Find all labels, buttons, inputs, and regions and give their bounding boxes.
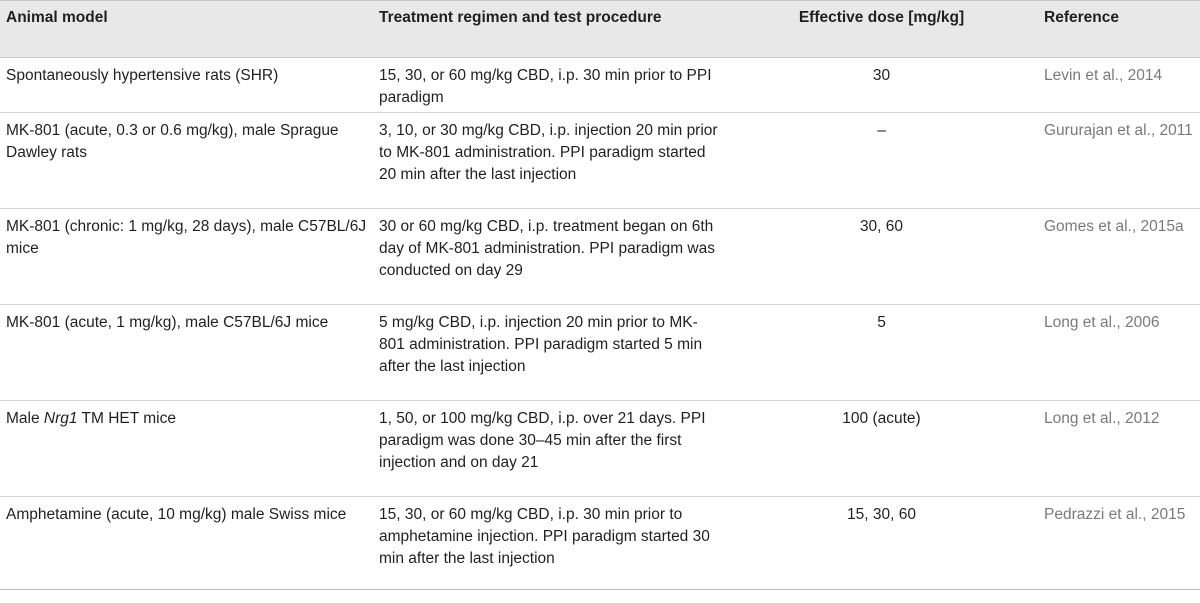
table-row: MK-801 (chronic: 1 mg/kg, 28 days), male…	[0, 208, 1200, 305]
dose-cell: –	[725, 112, 1038, 209]
treatment-cell: 15, 30, or 60 mg/kg CBD, i.p. 30 min pri…	[373, 496, 725, 590]
reference-cell: Gomes et al., 2015a	[1038, 208, 1200, 305]
animal-model-cell: MK-801 (acute, 1 mg/kg), male C57BL/6J m…	[0, 304, 373, 401]
treatment-cell: 30 or 60 mg/kg CBD, i.p. treatment began…	[373, 208, 725, 305]
dose-cell: 100 (acute)	[725, 400, 1038, 497]
dose-cell: 5	[725, 304, 1038, 401]
animal-model-cell: Amphetamine (acute, 10 mg/kg) male Swiss…	[0, 496, 373, 590]
animal-model-prefix: Male	[6, 410, 44, 427]
treatment-cell: 15, 30, or 60 mg/kg CBD, i.p. 30 min pri…	[373, 57, 725, 113]
animal-model-cell: MK-801 (acute, 0.3 or 0.6 mg/kg), male S…	[0, 112, 373, 209]
reference-cell: Pedrazzi et al., 2015	[1038, 496, 1200, 590]
dose-cell: 30	[725, 57, 1038, 113]
dose-cell: 15, 30, 60	[725, 496, 1038, 590]
dose-cell: 30, 60	[725, 208, 1038, 305]
header-animal-model: Animal model	[0, 0, 373, 58]
table-row: MK-801 (acute, 1 mg/kg), male C57BL/6J m…	[0, 304, 1200, 401]
table-row: Male Nrg1 TM HET mice 1, 50, or 100 mg/k…	[0, 400, 1200, 497]
table-row: Spontaneously hypertensive rats (SHR) 15…	[0, 57, 1200, 113]
animal-model-cell: MK-801 (chronic: 1 mg/kg, 28 days), male…	[0, 208, 373, 305]
header-reference: Reference	[1038, 0, 1200, 58]
animal-model-gene: Nrg1	[43, 410, 78, 427]
treatment-cell: 1, 50, or 100 mg/kg CBD, i.p. over 21 da…	[373, 400, 725, 497]
header-treatment: Treatment regimen and test procedure	[373, 0, 725, 58]
treatment-cell: 5 mg/kg CBD, i.p. injection 20 min prior…	[373, 304, 725, 401]
treatment-cell: 3, 10, or 30 mg/kg CBD, i.p. injection 2…	[373, 112, 725, 209]
animal-model-suffix: TM HET mice	[77, 410, 176, 427]
reference-cell: Levin et al., 2014	[1038, 57, 1200, 113]
reference-cell: Gururajan et al., 2011	[1038, 112, 1200, 209]
header-dose: Effective dose [mg/kg]	[725, 0, 1038, 58]
table-row: Amphetamine (acute, 10 mg/kg) male Swiss…	[0, 496, 1200, 590]
cbd-ppi-table: Animal model Treatment regimen and test …	[0, 0, 1200, 590]
reference-cell: Long et al., 2006	[1038, 304, 1200, 401]
animal-model-cell: Spontaneously hypertensive rats (SHR)	[0, 57, 373, 113]
header-row: Animal model Treatment regimen and test …	[0, 0, 1200, 58]
animal-model-cell: Male Nrg1 TM HET mice	[0, 400, 373, 497]
table-row: MK-801 (acute, 0.3 or 0.6 mg/kg), male S…	[0, 112, 1200, 209]
reference-cell: Long et al., 2012	[1038, 400, 1200, 497]
